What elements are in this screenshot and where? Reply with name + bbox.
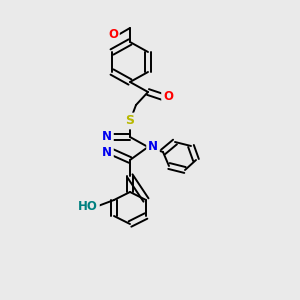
Text: O: O — [108, 28, 118, 41]
Text: N: N — [102, 146, 112, 158]
Text: HO: HO — [78, 200, 98, 212]
Text: N: N — [102, 130, 112, 143]
Text: N: N — [148, 140, 158, 154]
Text: S: S — [125, 115, 134, 128]
Text: O: O — [163, 91, 173, 103]
